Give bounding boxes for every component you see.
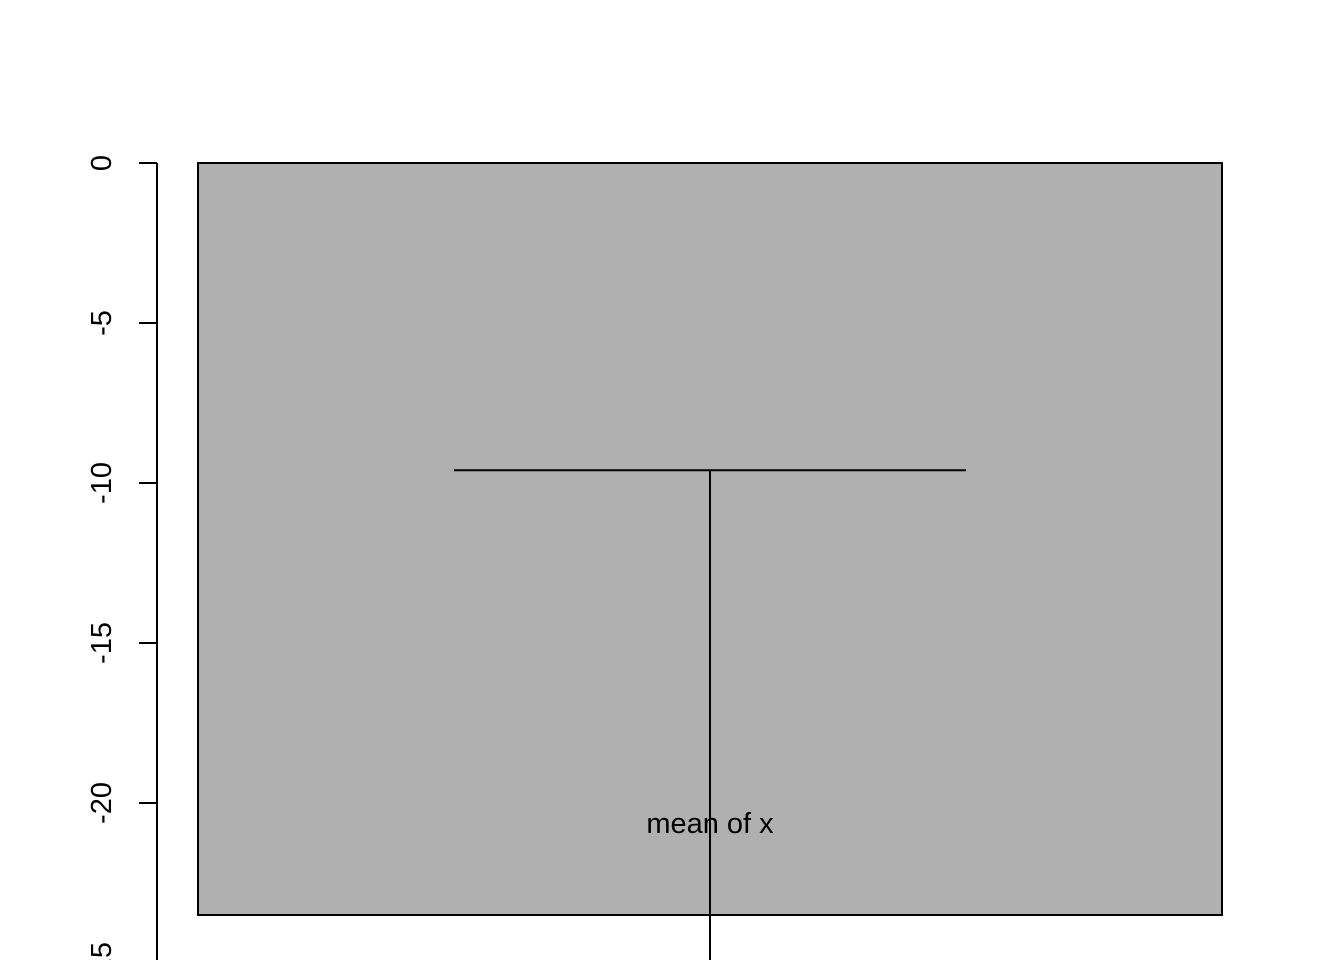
y-tick-label-3: -15 [86, 622, 118, 664]
x-category-label-0: mean of x [646, 808, 774, 840]
x-category-labels: mean of x [646, 808, 774, 840]
y-tick-label-5: -25 [86, 942, 118, 960]
y-axis: 0-5-10-15-20-25-30-35 [86, 155, 157, 960]
y-tick-label-1: -5 [86, 310, 118, 336]
y-tick-label-2: -10 [86, 462, 118, 504]
y-tick-label-0: 0 [86, 155, 118, 171]
y-tick-label-4: -20 [86, 782, 118, 824]
